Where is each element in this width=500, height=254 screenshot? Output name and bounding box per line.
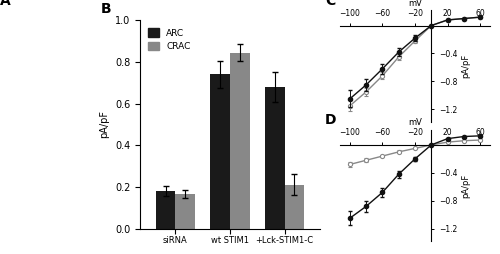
Y-axis label: pA/pF: pA/pF [100, 110, 110, 138]
Text: D: D [325, 113, 336, 127]
X-axis label: mV: mV [408, 118, 422, 128]
X-axis label: mV: mV [408, 0, 422, 8]
Legend: ARC, CRAC: ARC, CRAC [144, 25, 194, 55]
Y-axis label: pA/pF: pA/pF [462, 173, 470, 198]
Bar [230, 53, 250, 229]
Bar [210, 74, 230, 229]
Text: B: B [100, 2, 111, 16]
Text: A: A [0, 0, 10, 8]
Y-axis label: pA/pF: pA/pF [462, 54, 470, 78]
Bar [265, 87, 284, 229]
Bar [176, 194, 195, 229]
Bar [284, 185, 304, 229]
Text: C: C [325, 0, 335, 8]
Bar [156, 191, 176, 229]
